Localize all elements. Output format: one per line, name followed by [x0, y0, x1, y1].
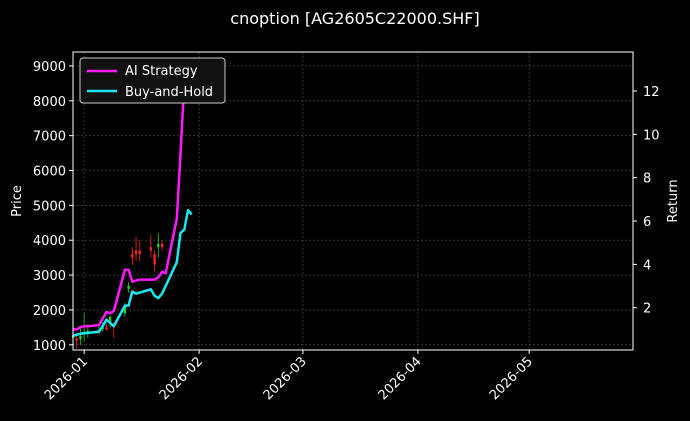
y2-axis-label: Return: [666, 179, 681, 222]
candle-body: [127, 285, 130, 290]
y-tick-label: 1000: [33, 339, 66, 354]
candle-body: [138, 250, 141, 255]
y-tick-label: 6000: [33, 165, 66, 180]
legend: AI Strategy Buy-and-Hold: [79, 57, 226, 104]
candle-body: [108, 316, 112, 324]
candle-body: [149, 247, 153, 251]
chart-title: cnoption [AG2605C22000.SHF]: [230, 9, 479, 28]
y-axis-label: Price: [10, 185, 25, 217]
y-tick-label: 3000: [33, 269, 66, 284]
candle-body: [79, 336, 82, 340]
candle-body: [131, 254, 134, 258]
plot-frame: [72, 51, 634, 351]
candles: [71, 233, 164, 349]
y2-tick-label: 12: [643, 85, 660, 100]
candle-body: [105, 327, 108, 330]
candle-body: [75, 338, 78, 341]
series-line-buy-and-hold: [72, 208, 193, 338]
series-line-ai-strategy: [73, 61, 193, 331]
y-tick-label: 7000: [33, 130, 66, 145]
candle-body: [153, 254, 156, 265]
y-tick-label: 8000: [33, 95, 66, 110]
candle-body: [157, 243, 160, 248]
y-tick-label: 2000: [33, 304, 66, 319]
candle-body: [160, 243, 164, 248]
candle-body: [134, 250, 138, 255]
y-tick-label: 5000: [33, 199, 66, 214]
y2-tick-label: 2: [643, 302, 651, 317]
y2-tick-label: 4: [643, 258, 651, 273]
y2-tick-label: 10: [643, 128, 660, 143]
y2-tick-label: 6: [643, 215, 651, 230]
y2-tick-label: 8: [643, 172, 651, 187]
y-tick-label: 9000: [33, 60, 66, 75]
legend-label-buy-and-hold: Buy-and-Hold: [125, 85, 213, 100]
candle-body: [123, 306, 127, 314]
y-tick-label: 4000: [33, 234, 66, 249]
series-lines: [72, 61, 193, 338]
legend-label-ai-strategy: AI Strategy: [125, 64, 198, 79]
